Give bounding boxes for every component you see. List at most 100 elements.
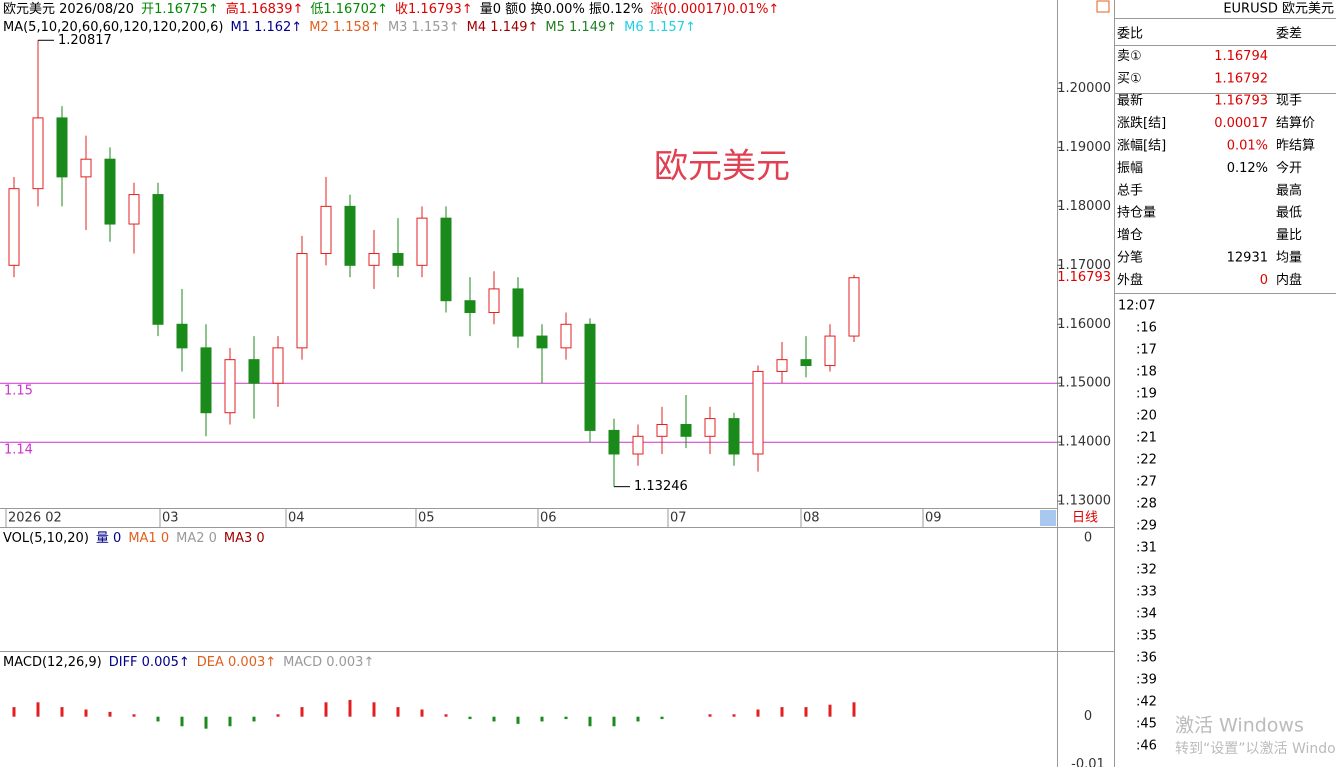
macd-bar bbox=[780, 707, 784, 717]
x-tick-label: 06 bbox=[540, 511, 557, 526]
macd-bar bbox=[372, 702, 376, 717]
info-line: MACD(12,26,9) DIFF 0.005↑ DEA 0.003↑ MACD 0… bbox=[3, 655, 374, 670]
info-segment: M2 1.158↑ bbox=[309, 20, 381, 35]
tick-time: :35 bbox=[1136, 629, 1157, 644]
y-tick-label: 1.18000 bbox=[1057, 199, 1111, 214]
tick-time: 12:07 bbox=[1118, 299, 1155, 314]
candle-body bbox=[416, 217, 428, 266]
candle-body bbox=[656, 424, 668, 437]
tick-time: :19 bbox=[1136, 387, 1157, 402]
candle-body bbox=[32, 117, 44, 190]
macd-bar bbox=[108, 711, 112, 717]
macd-bar bbox=[612, 716, 616, 727]
macd-bar bbox=[36, 702, 40, 717]
candle-body bbox=[56, 117, 68, 178]
quote-label: 持仓量 bbox=[1117, 206, 1156, 221]
y-tick-label: 1.13000 bbox=[1057, 494, 1111, 509]
y-tick-label: 1.15000 bbox=[1057, 376, 1111, 391]
candle-body bbox=[248, 359, 260, 384]
quote-label: 总手 bbox=[1117, 183, 1143, 198]
quote-label: 卖① bbox=[1117, 49, 1142, 64]
candle-body bbox=[344, 205, 356, 266]
candle-body bbox=[8, 188, 20, 266]
candle-body bbox=[80, 158, 92, 178]
quote-label: 买① bbox=[1117, 71, 1142, 86]
info-segment: MACD(12,26,9) bbox=[3, 655, 102, 670]
macd-bar bbox=[300, 707, 304, 717]
info-segment: 收1.16793↑ bbox=[395, 2, 473, 17]
candle-body bbox=[728, 418, 740, 455]
macd-bar bbox=[156, 716, 160, 722]
macd-bar bbox=[708, 714, 712, 717]
info-segment: 涨(0.00017)0.01%↑ bbox=[650, 2, 779, 17]
y-tick-label: 1.14000 bbox=[1057, 435, 1111, 450]
quote-label: 最新 bbox=[1117, 93, 1143, 109]
quote-label: 增仓 bbox=[1117, 228, 1143, 243]
volume-axis-label: 0 bbox=[1084, 531, 1092, 546]
info-segment: 低1.16702↑ bbox=[310, 2, 388, 17]
macd-bar bbox=[564, 716, 568, 720]
candle-body bbox=[584, 323, 596, 431]
candle-body bbox=[608, 429, 620, 455]
info-segment: M4 1.149↑ bbox=[467, 20, 539, 35]
quote-label: 振幅 bbox=[1117, 161, 1143, 176]
quote-right-label: 量比 bbox=[1276, 228, 1302, 243]
candle-body bbox=[824, 335, 836, 367]
quote-label: 分笔 bbox=[1117, 250, 1143, 266]
tick-time: :42 bbox=[1136, 695, 1157, 710]
candle-body bbox=[800, 359, 812, 367]
y-tick-label: 1.17000 bbox=[1057, 258, 1111, 273]
quote-right-label: 最低 bbox=[1276, 206, 1302, 221]
candle-body bbox=[680, 424, 692, 437]
macd-bar bbox=[12, 707, 16, 717]
tick-time: :21 bbox=[1136, 431, 1157, 446]
candle-body bbox=[392, 253, 404, 266]
tick-time: :16 bbox=[1136, 321, 1157, 336]
macd-bar bbox=[396, 707, 400, 717]
tick-time: :33 bbox=[1136, 585, 1157, 600]
info-segment: DEA 0.003↑ bbox=[197, 655, 276, 670]
x-tick-label: 09 bbox=[925, 511, 942, 526]
x-tick-label: 2026 02 bbox=[8, 511, 62, 526]
y-tick-label: 1.19000 bbox=[1057, 140, 1111, 155]
macd-bar bbox=[204, 716, 208, 729]
info-segment: M1 1.162↑ bbox=[230, 20, 302, 35]
tick-time: :17 bbox=[1136, 343, 1157, 358]
info-segment: DIFF 0.005↑ bbox=[109, 655, 190, 670]
quote-value: 1.16793 bbox=[1214, 94, 1268, 109]
activation-watermark: 转到“设置”以激活 Windows bbox=[1175, 740, 1336, 757]
panel-icon[interactable] bbox=[1096, 0, 1110, 13]
price-line-label: 1.15 bbox=[4, 384, 33, 399]
candle-body bbox=[488, 288, 500, 313]
candle-body bbox=[848, 277, 860, 337]
tick-time: :27 bbox=[1136, 475, 1157, 490]
tick-time: :29 bbox=[1136, 519, 1157, 534]
macd-bar bbox=[252, 716, 256, 722]
macd-bar bbox=[492, 716, 496, 722]
candle-body bbox=[224, 359, 236, 414]
quote-right-label: 最高 bbox=[1276, 182, 1302, 198]
macd-bar bbox=[132, 714, 136, 717]
x-tick-label: 08 bbox=[803, 511, 820, 526]
extreme-label: 1.13246 bbox=[634, 479, 688, 494]
candle-body bbox=[464, 300, 476, 313]
y-tick-label: 1.20000 bbox=[1057, 81, 1111, 96]
candle-body bbox=[296, 253, 308, 349]
info-segment: 欧元美元 2026/08/20 bbox=[3, 2, 134, 17]
quote-symbol: EURUSD 欧元美元 bbox=[1223, 2, 1334, 17]
price-line-label: 1.14 bbox=[4, 443, 33, 458]
candle-body bbox=[368, 253, 380, 266]
macd-tick-label: 0 bbox=[1084, 709, 1092, 724]
quote-right-label: 现手 bbox=[1276, 94, 1302, 109]
period-tab[interactable]: 日线 bbox=[1072, 511, 1098, 526]
info-segment: 量 0 bbox=[96, 531, 121, 546]
quote-right-label: 昨结算 bbox=[1276, 139, 1315, 154]
macd-bar bbox=[756, 709, 760, 717]
macd-bar bbox=[228, 716, 232, 727]
macd-bar bbox=[636, 716, 640, 722]
candle-body bbox=[320, 205, 332, 255]
info-segment: 量0 额0 换0.00% 振0.12% bbox=[480, 2, 644, 17]
candle-body bbox=[776, 359, 788, 372]
quote-value: 0 bbox=[1260, 273, 1268, 288]
